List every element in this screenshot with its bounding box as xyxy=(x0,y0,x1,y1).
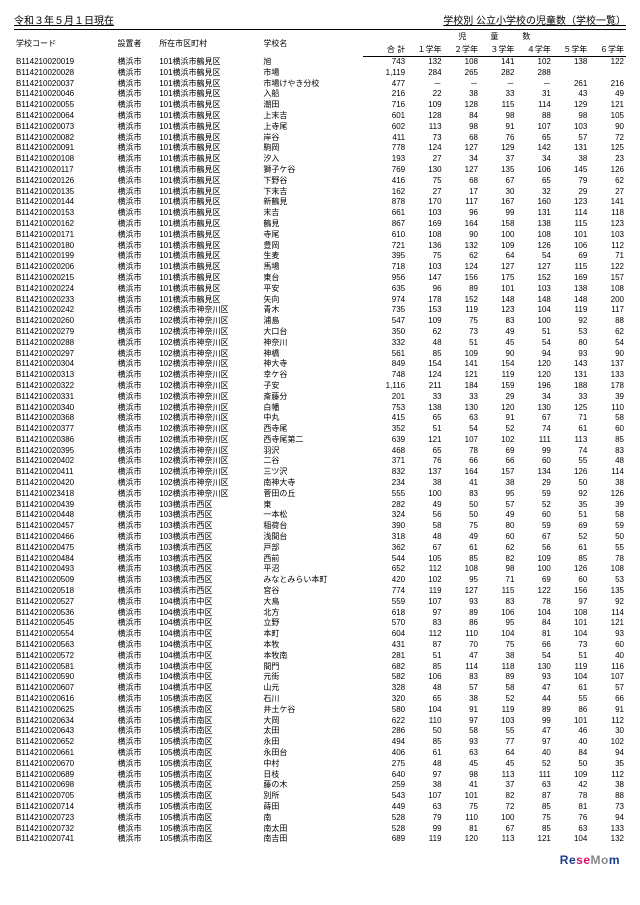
col-g1: １学年 xyxy=(407,43,443,57)
col-loc: 所在市区町村 xyxy=(157,30,261,57)
col-g6: ６学年 xyxy=(589,43,626,57)
table-row: B114210020126横浜市101横浜市鶴見区下野谷416756867657… xyxy=(14,176,626,187)
table-row: B114210020634横浜市105横浜市南区大岡62211097103991… xyxy=(14,716,626,727)
table-row: B114210020625横浜市105横浜市南区井土ケ谷580104911198… xyxy=(14,705,626,716)
table-row: B114210020019横浜市101横浜市鶴見区旭74313210814110… xyxy=(14,57,626,68)
table-row: B114210020224横浜市101横浜市鶴見区平安6359689101103… xyxy=(14,284,626,295)
table-row: B114210020554横浜市104横浜市中区本町60411211010481… xyxy=(14,629,626,640)
col-group: 児 童 数 xyxy=(363,30,626,44)
school-table: 学校コード 設置者 所在市区町村 学校名 児 童 数 合 計 １学年 ２学年 ３… xyxy=(14,29,626,845)
table-row: B114210020527横浜市104横浜市中区大鳥55910793837897… xyxy=(14,597,626,608)
table-row: B114210020153横浜市101横浜市鶴見区末吉6611039699131… xyxy=(14,208,626,219)
table-row: B114210020493横浜市103横浜市西区平沼65211210898100… xyxy=(14,564,626,575)
table-row: B114210020377横浜市102横浜市神奈川区西寺尾35251545274… xyxy=(14,424,626,435)
table-row: B114210020563横浜市104横浜市中区本牧43187707566736… xyxy=(14,640,626,651)
table-row: B114210020590横浜市104横浜市中区元街58210683899310… xyxy=(14,672,626,683)
table-row: B114210020509横浜市103横浜市西区みなとみらい本町42010295… xyxy=(14,575,626,586)
table-row: B114210020643横浜市105横浜市南区太田28650585547463… xyxy=(14,726,626,737)
table-row: B114210020652横浜市105横浜市南区永田49485937797401… xyxy=(14,737,626,748)
table-row: B114210020322横浜市102横浜市神奈川区子安1,1162111841… xyxy=(14,381,626,392)
table-row: B114210020304横浜市102横浜市神奈川区神大寺84915414115… xyxy=(14,359,626,370)
col-g3: ３学年 xyxy=(480,43,516,57)
table-row: B114210020206横浜市101横浜市鶴見区馬場7181031241271… xyxy=(14,262,626,273)
table-row: B114210020260横浜市102横浜市神奈川区浦島547109758310… xyxy=(14,316,626,327)
table-row: B114210020705横浜市105横浜市南区別所54310710182877… xyxy=(14,791,626,802)
table-row: B114210020242横浜市102横浜市神奈川区青木735153119123… xyxy=(14,305,626,316)
footer-logo: ReseMom xyxy=(14,851,626,869)
col-total: 合 計 xyxy=(363,43,407,57)
table-row: B114210020313横浜市102横浜市神奈川区幸ケ谷74812412111… xyxy=(14,370,626,381)
table-row: B114210020581横浜市104横浜市中区間門68285114118130… xyxy=(14,662,626,673)
table-row: B114210020199横浜市101横浜市鶴見区生麦3957562645469… xyxy=(14,251,626,262)
table-row: B114210020073横浜市101横浜市鶴見区上寺尾602113989110… xyxy=(14,122,626,133)
table-row: B114210020108横浜市101横浜市鶴見区汐入1932734373438… xyxy=(14,154,626,165)
table-row: B114210020466横浜市103横浜市西区浅間台3184849606752… xyxy=(14,532,626,543)
table-row: B114210020572横浜市104横浜市中区本牧南2815147385451… xyxy=(14,651,626,662)
table-row: B114210020714横浜市105横浜市南区蒔田44963757285817… xyxy=(14,802,626,813)
table-row: B114210020420横浜市102横浜市神奈川区南神大寺2343841382… xyxy=(14,478,626,489)
table-row: B114210020439横浜市103横浜市西区東282495057523539 xyxy=(14,500,626,511)
table-row: B114210020171横浜市101横浜市鶴見区寺尾6101089010010… xyxy=(14,230,626,241)
table-row: B114210020091横浜市101横浜市鶴見区駒岡7781241271291… xyxy=(14,143,626,154)
col-g5: ５学年 xyxy=(553,43,589,57)
col-code: 学校コード xyxy=(14,30,116,57)
col-g4: ４学年 xyxy=(516,43,552,57)
table-row: B114210020340横浜市102横浜市神奈川区白幡753138130120… xyxy=(14,403,626,414)
table-row: B114210020233横浜市101横浜市鶴見区矢向9741781521481… xyxy=(14,295,626,306)
table-row: B114210020144横浜市101横浜市鶴見区新鶴見878170117167… xyxy=(14,197,626,208)
table-row: B114210020288横浜市102横浜市神奈川区神奈川33248514554… xyxy=(14,338,626,349)
col-g2: ２学年 xyxy=(444,43,480,57)
table-row: B114210020402横浜市102横浜市神奈川区二谷371766666605… xyxy=(14,456,626,467)
table-row: B114210020723横浜市105横浜市南区南528791101007576… xyxy=(14,813,626,824)
col-name: 学校名 xyxy=(261,30,363,57)
table-row: B114210020518横浜市103横浜市西区宮谷77411912711512… xyxy=(14,586,626,597)
table-row: B114210020215横浜市101横浜市鶴見区東台9561471561751… xyxy=(14,273,626,284)
table-row: B114210023418横浜市102横浜市神奈川区菅田の丘5551008395… xyxy=(14,489,626,500)
table-row: B114210020331横浜市102横浜市神奈川区斎藤分20133332934… xyxy=(14,392,626,403)
table-row: B114210020411横浜市102横浜市神奈川区三ツ沢83213716415… xyxy=(14,467,626,478)
header-date: 令和３年５月１日現在 xyxy=(14,12,114,27)
table-row: B114210020064横浜市101横浜市鶴見区上末吉601128849888… xyxy=(14,111,626,122)
table-row: B114210020180横浜市101横浜市鶴見区豊岡7211361321091… xyxy=(14,241,626,252)
table-row: B114210020117横浜市101横浜市鶴見区獅子ケ谷76913012713… xyxy=(14,165,626,176)
table-row: B114210020689横浜市105横浜市南区日枝64097981131111… xyxy=(14,770,626,781)
table-row: B114210020661横浜市105横浜市南区永田台4066163644084… xyxy=(14,748,626,759)
table-row: B114210020135横浜市101横浜市鶴見区下末吉162271730322… xyxy=(14,187,626,198)
table-row: B114210020082横浜市101横浜市鶴見区岸谷4117368766557… xyxy=(14,133,626,144)
table-row: B114210020457横浜市103横浜市西区稲荷台3905875805969… xyxy=(14,521,626,532)
table-row: B114210020545横浜市104横浜市中区立野57083869584101… xyxy=(14,618,626,629)
table-row: B114210020386横浜市102横浜市神奈川区西寺尾第二639121107… xyxy=(14,435,626,446)
table-row: B114210020484横浜市103横浜市西区西前54410585821098… xyxy=(14,554,626,565)
table-row: B114210020028横浜市101横浜市鶴見区市場1,11928426528… xyxy=(14,68,626,79)
table-row: B114210020055横浜市101横浜市鶴見区潮田7161091281151… xyxy=(14,100,626,111)
table-row: B114210020395横浜市102横浜市神奈川区羽沢468657869997… xyxy=(14,446,626,457)
table-row: B114210020670横浜市105横浜市南区中村27548454552503… xyxy=(14,759,626,770)
table-row: B114210020607横浜市104横浜市中区山元32848575847615… xyxy=(14,683,626,694)
col-owner: 設置者 xyxy=(116,30,158,57)
table-row: B114210020279横浜市102横浜市神奈川区大口台35062734951… xyxy=(14,327,626,338)
table-row: B114210020368横浜市102横浜市神奈川区中丸415656391677… xyxy=(14,413,626,424)
table-row: B114210020297横浜市102横浜市神奈川区神橋561851099094… xyxy=(14,349,626,360)
table-row: B114210020046横浜市101横浜市鶴見区入船2162238333143… xyxy=(14,89,626,100)
table-row: B114210020037横浜市101横浜市鶴見区市場けやき分校477－－－－2… xyxy=(14,79,626,90)
table-row: B114210020741横浜市105横浜市南区南吉田6891191201131… xyxy=(14,834,626,845)
table-row: B114210020732横浜市105横浜市南区南太田5289981678563… xyxy=(14,824,626,835)
table-row: B114210020162横浜市101横浜市鶴見区鶴見8671691641581… xyxy=(14,219,626,230)
table-row: B114210020448横浜市103横浜市西区一本松3245650496051… xyxy=(14,510,626,521)
table-row: B114210020698横浜市105横浜市南区藤の木2593841376342… xyxy=(14,780,626,791)
table-row: B114210020536横浜市104横浜市中区北方61897891061041… xyxy=(14,608,626,619)
header-title: 学校別 公立小学校の児童数（学校一覧） xyxy=(443,12,626,27)
table-row: B114210020616横浜市105横浜市南区石川32065385244556… xyxy=(14,694,626,705)
table-row: B114210020475横浜市103横浜市西区戸部36267616256615… xyxy=(14,543,626,554)
